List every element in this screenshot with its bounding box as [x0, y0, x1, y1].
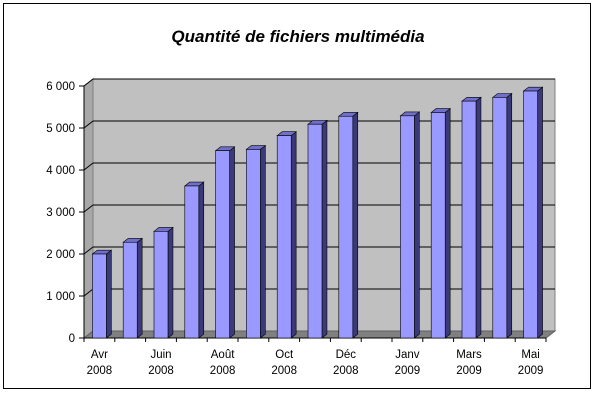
bar-side	[168, 227, 173, 338]
y-tick-label: 2 000	[46, 249, 75, 261]
x-tick-label-month: Avr	[91, 349, 108, 361]
x-tick-label-month: Juin	[150, 349, 171, 361]
y-tick-label: 6 000	[46, 81, 75, 93]
y-tick-label: 4 000	[46, 165, 75, 177]
y-tick-label: 1 000	[46, 291, 75, 303]
chart-svg: Quantité de fichiers multimédia 0 1 000 2 …	[4, 4, 592, 390]
bar-side	[322, 120, 327, 338]
bar-side	[291, 132, 296, 338]
y-tick-label: 0	[69, 333, 75, 345]
bar-side	[230, 147, 235, 338]
chart-title: Quantité de fichiers multimédia	[171, 27, 424, 46]
bar-side	[199, 182, 204, 338]
plot-area: 0 1 000 2 000 3 000 4 000 5 000 6 000 Avr 2008 Ju…	[46, 79, 555, 377]
x-tick-label-year: 2009	[395, 365, 421, 377]
bar	[493, 97, 507, 338]
x-tick-label-month: Oct	[275, 349, 294, 361]
x-tick-label-month: Janv	[395, 349, 420, 361]
bar-side	[414, 112, 419, 338]
x-tick-label-year: 2008	[271, 365, 297, 377]
bar	[524, 91, 538, 338]
x-tick-label-year: 2008	[210, 365, 236, 377]
x-tick-label-month: Déc	[336, 349, 357, 361]
bar	[123, 242, 137, 338]
bar-side	[260, 146, 265, 338]
bar-side	[507, 93, 512, 338]
bar-side	[445, 109, 450, 338]
bar	[246, 149, 260, 338]
bar	[92, 254, 106, 338]
x-tick-label-year: 2008	[333, 365, 359, 377]
bar-side	[106, 250, 111, 338]
x-tick-label-month: Mai	[521, 349, 540, 361]
bar	[185, 186, 199, 338]
bar-side	[137, 238, 142, 338]
bar	[277, 136, 291, 338]
bar-side	[476, 97, 481, 338]
bar	[462, 101, 476, 338]
bar	[154, 231, 168, 338]
x-tick-label-year: 2008	[87, 365, 113, 377]
x-tick-label-month: Août	[211, 349, 235, 361]
x-tick-label-month: Mars	[456, 349, 482, 361]
bar	[216, 151, 230, 338]
bar	[339, 116, 353, 338]
bar-side	[353, 112, 358, 338]
y-tick-label: 3 000	[46, 207, 75, 219]
x-tick-label-year: 2008	[148, 365, 174, 377]
bar-side	[538, 87, 543, 338]
bar	[431, 112, 445, 338]
x-tick-label-year: 2009	[456, 365, 482, 377]
x-tick-label-year: 2009	[518, 365, 544, 377]
bar	[400, 116, 414, 338]
bar	[308, 124, 322, 338]
y-tick-label: 5 000	[46, 123, 75, 135]
chart-frame: Quantité de fichiers multimédia 0 1 000 2 …	[3, 3, 591, 389]
